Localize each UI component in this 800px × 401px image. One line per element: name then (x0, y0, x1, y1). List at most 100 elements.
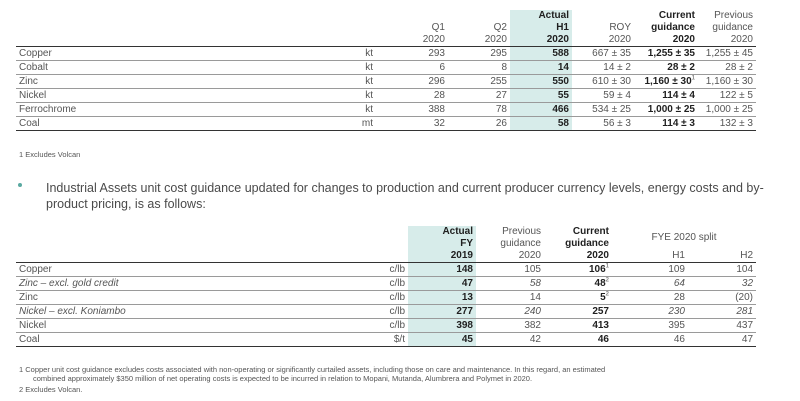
t1-h-cur-l1: Current (658, 10, 695, 21)
row-unit: kt (216, 88, 376, 103)
row-current-value: 5 (600, 292, 606, 303)
row-current-value: 1,160 ± 30 (644, 76, 692, 87)
t1-h-q2-l2: Q2 (493, 22, 507, 33)
footnote-ref: 1 (691, 75, 695, 82)
row-current-value: 413 (592, 320, 609, 331)
row-name: Nickel – excl. Koniambo (16, 304, 356, 319)
t2-h-actual-l2: FY (408, 238, 476, 250)
row-current: 114 ± 4 (634, 88, 698, 103)
row-h2: 281 (688, 304, 757, 319)
footnote-ref: 2 (605, 277, 609, 284)
row-actual: 398 (408, 318, 476, 333)
row-q2: 27 (448, 88, 510, 103)
row-previous: 58 (476, 276, 544, 291)
table-row: Coal mt 32 26 58 56 ± 3 114 ± 3 132 ± 3 (16, 116, 756, 131)
row-h2: 32 (688, 276, 757, 291)
row-h2: (20) (688, 290, 757, 305)
production-guidance-table: Actual Current Previous Q1 Q2 H1 ROY gui… (16, 10, 756, 131)
t1-h-cur-l2: guidance (651, 22, 695, 33)
row-h2: 104 (688, 262, 757, 277)
table1-body: Copper kt 293 295 588 667 ± 35 1,255 ± 35 1,255… (16, 46, 756, 131)
row-q1: 32 (376, 116, 448, 131)
row-previous: 1,255 ± 45 (698, 46, 756, 61)
row-current-value: 257 (592, 306, 609, 317)
table2-footnote-2: 2 Excludes Volcan. (19, 385, 83, 394)
t2-h-cur-l2: guidance (565, 238, 609, 249)
row-q2: 295 (448, 46, 510, 61)
row-q1: 388 (376, 102, 448, 117)
row-name: Zinc – excl. gold credit (16, 276, 356, 291)
unit-cost-guidance-table: Actual Previous Current FYE 2020 split F… (16, 226, 757, 347)
row-name: Zinc (16, 290, 356, 305)
row-h1: 58 (510, 116, 572, 131)
t1-h-roy-l2: ROY (609, 22, 631, 33)
table-row: Copper kt 293 295 588 667 ± 35 1,255 ± 35 1,255… (16, 46, 756, 61)
row-q2: 255 (448, 74, 510, 89)
t1-h-q2-l3: 2020 (448, 34, 510, 47)
row-name: Nickel (16, 318, 356, 333)
table-row: Zinc c/lb 13 14 52 28 (20) (16, 290, 757, 305)
row-q1: 28 (376, 88, 448, 103)
row-unit: kt (216, 102, 376, 117)
table1-footnote: 1 Excludes Volcan (19, 150, 81, 159)
table2-footnote-1: 1 Copper unit cost guidance excludes cos… (19, 365, 606, 374)
row-name: Ferrochrome (16, 102, 216, 117)
row-roy: 610 ± 30 (572, 74, 634, 89)
t1-h-h1-l1: Actual (510, 10, 572, 22)
bullet-paragraph: Industrial Assets unit cost guidance upd… (46, 181, 764, 211)
table-row: Zinc – excl. gold credit c/lb 47 58 482 64 32 (16, 276, 757, 291)
footnote-ref: 2 (605, 291, 609, 298)
row-current-value: 46 (597, 334, 609, 345)
t2-h-actual-l3: 2019 (408, 250, 476, 263)
t1-h-q1-l1 (376, 10, 448, 22)
row-name: Cobalt (16, 60, 216, 75)
t1-h-prev-l3: 2020 (698, 34, 756, 47)
row-current: 1,000 ± 25 (634, 102, 698, 117)
row-actual: 13 (408, 290, 476, 305)
row-roy: 14 ± 2 (572, 60, 634, 75)
table-row: Cobalt kt 6 8 14 14 ± 2 28 ± 2 28 ± 2 (16, 60, 756, 75)
row-roy: 667 ± 35 (572, 46, 634, 61)
row-current: 1061 (544, 262, 612, 277)
t1-h-h1-l3: 2020 (510, 34, 572, 47)
row-current: 413 (544, 318, 612, 333)
row-h1: 28 (612, 290, 688, 305)
row-name: Copper (16, 262, 356, 277)
row-unit: c/lb (356, 262, 408, 277)
row-unit: mt (216, 116, 376, 131)
row-current: 52 (544, 290, 612, 305)
row-q1: 293 (376, 46, 448, 61)
row-previous: 105 (476, 262, 544, 277)
row-h1: 14 (510, 60, 572, 75)
row-actual: 148 (408, 262, 476, 277)
t2-h-cur-l1: Current (572, 226, 609, 237)
row-h1: 588 (510, 46, 572, 61)
table-row: Zinc kt 296 255 550 610 ± 30 1,160 ± 301 1,160 … (16, 74, 756, 89)
row-h1: 46 (612, 332, 688, 347)
row-name: Coal (16, 332, 356, 347)
t2-h-prev-l3: 2020 (476, 250, 544, 263)
row-h1: 395 (612, 318, 688, 333)
row-previous: 42 (476, 332, 544, 347)
row-roy: 59 ± 4 (572, 88, 634, 103)
row-previous: 240 (476, 304, 544, 319)
row-unit: kt (216, 60, 376, 75)
row-unit: c/lb (356, 290, 408, 305)
row-current: 114 ± 3 (634, 116, 698, 131)
t2-h-actual-l1: Actual (408, 226, 476, 238)
t1-h-roy-l3: 2020 (572, 34, 634, 47)
table-row: Nickel c/lb 398 382 413 395 437 (16, 318, 757, 333)
t1-h-q1-l3: 2020 (376, 34, 448, 47)
t2-h-cur-l3: 2020 (544, 250, 612, 263)
t1-h-roy-l1 (572, 10, 634, 22)
row-roy: 56 ± 3 (572, 116, 634, 131)
row-unit: kt (216, 74, 376, 89)
row-q1: 296 (376, 74, 448, 89)
row-h2: 47 (688, 332, 757, 347)
t2-h-prev-l2: guidance (500, 238, 541, 249)
row-q2: 8 (448, 60, 510, 75)
row-unit: c/lb (356, 318, 408, 333)
t2-h-h2: H2 (688, 250, 757, 263)
row-previous: 382 (476, 318, 544, 333)
row-h1: 466 (510, 102, 572, 117)
